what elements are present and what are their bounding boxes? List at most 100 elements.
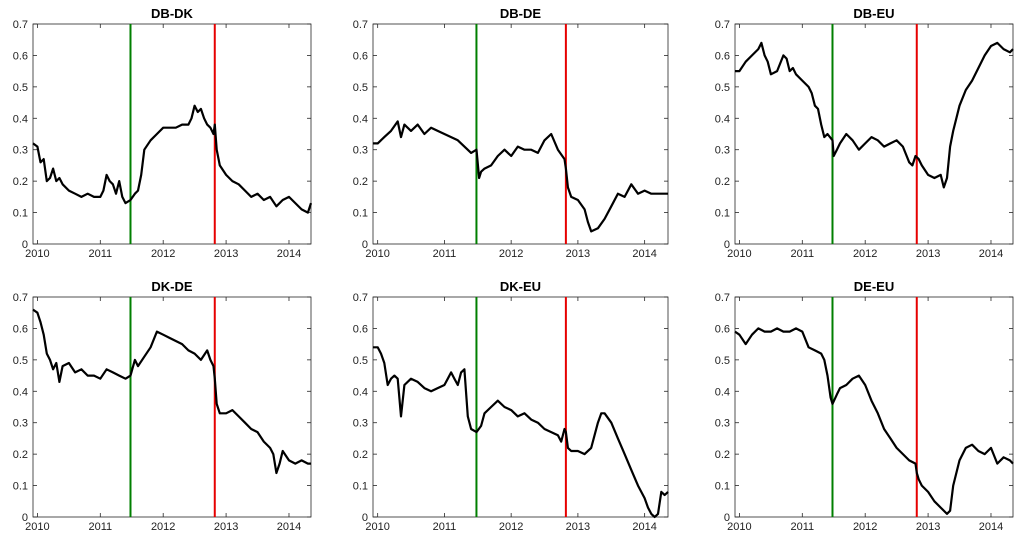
y-tick-label: 0.3 [353, 418, 368, 430]
x-tick-label: 2011 [433, 248, 457, 260]
y-tick-label: 0.3 [715, 418, 730, 430]
y-tick-label: 0.4 [715, 386, 730, 398]
y-tick-label: 0.6 [353, 50, 368, 62]
axes-frame [32, 296, 312, 518]
y-tick-label: 0.5 [715, 355, 730, 367]
x-tick-label: 2010 [727, 521, 751, 533]
y-tick-label: 0 [362, 512, 368, 524]
x-tick-label: 2011 [88, 248, 112, 260]
x-tick-label: 2013 [566, 248, 590, 260]
y-tick-label: 0 [724, 512, 730, 524]
y-tick-label: 0.6 [13, 323, 28, 335]
x-tick-label: 2014 [979, 521, 1003, 533]
x-tick-label: 2014 [277, 248, 301, 260]
axes-frame [372, 296, 669, 518]
series-line [373, 120, 668, 233]
y-tick-label: 0.2 [353, 449, 368, 461]
y-tick-label: 0 [22, 239, 28, 251]
y-tick-label: 0.5 [715, 82, 730, 94]
axes-frame [734, 23, 1014, 245]
y-tick-label: 0.4 [353, 113, 368, 125]
y-tick-label: 0.6 [715, 323, 730, 335]
chart-panel-dk-eu: 0 0.1 0.2 0.3 0.4 0.5 0.6 0.7 2010 2011 2012 2013 20… [353, 279, 669, 533]
y-tick-label: 0.7 [353, 292, 368, 304]
axes-frame [32, 23, 312, 245]
y-tick-label: 0.4 [13, 386, 28, 398]
x-tick-label: 2010 [365, 248, 389, 260]
y-tick-label: 0.2 [715, 176, 730, 188]
y-tick-label: 0.3 [13, 145, 28, 157]
x-tick-label: 2012 [853, 521, 877, 533]
y-tick-label: 0.5 [13, 82, 28, 94]
x-tick-label: 2013 [566, 521, 590, 533]
y-tick-label: 0.7 [353, 19, 368, 31]
x-tick-label: 2010 [365, 521, 389, 533]
y-tick-label: 0.7 [715, 19, 730, 31]
x-tick-label: 2013 [214, 248, 238, 260]
x-tick-label: 2013 [916, 521, 940, 533]
chart-title: DB-DE [500, 6, 541, 21]
x-tick-label: 2011 [88, 521, 112, 533]
x-tick-label: 2012 [499, 521, 523, 533]
chart-panel-de-eu: 0 0.1 0.2 0.3 0.4 0.5 0.6 0.7 2010 2011 2012 2013 20… [715, 279, 1014, 533]
y-tick-label: 0.6 [353, 323, 368, 335]
x-tick-label: 2014 [277, 521, 301, 533]
y-tick-label: 0.1 [13, 481, 28, 493]
chart-panel-db-de: 0 0.1 0.2 0.3 0.4 0.5 0.6 0.7 2010 2011 2012 2013 20… [353, 6, 669, 260]
chart-panel-dk-de: 0 0.1 0.2 0.3 0.4 0.5 0.6 0.7 2010 2011 2012 2013 20… [13, 279, 312, 533]
x-tick-label: 2014 [632, 521, 656, 533]
x-tick-label: 2010 [25, 521, 49, 533]
x-tick-label: 2012 [151, 521, 175, 533]
y-tick-label: 0 [724, 239, 730, 251]
y-tick-label: 0.1 [353, 208, 368, 220]
x-tick-label: 2012 [499, 248, 523, 260]
y-tick-label: 0.2 [715, 449, 730, 461]
chart-panel-db-eu: 0 0.1 0.2 0.3 0.4 0.5 0.6 0.7 2010 2011 2012 2013 20… [715, 6, 1014, 260]
x-tick-label: 2013 [916, 248, 940, 260]
chart-panel-db-dk: 0 0.1 0.2 0.3 0.4 0.5 0.6 0.7 2010 2011 2012 2013 20… [13, 6, 313, 260]
x-tick-label: 2010 [25, 248, 49, 260]
x-tick-label: 2014 [979, 248, 1003, 260]
y-tick-label: 0.1 [13, 208, 28, 220]
y-tick-label: 0.2 [13, 449, 28, 461]
chart-title: DB-DK [151, 6, 193, 21]
y-tick-label: 0.5 [353, 355, 368, 367]
y-tick-label: 0.7 [13, 19, 28, 31]
chart-title: DE-EU [854, 279, 894, 294]
x-tick-label: 2014 [632, 248, 656, 260]
series-line [32, 104, 313, 214]
y-tick-label: 0.2 [353, 176, 368, 188]
y-tick-label: 0.3 [353, 145, 368, 157]
y-tick-label: 0.7 [13, 292, 28, 304]
series-line [373, 346, 669, 519]
chart-title: DK-EU [500, 279, 541, 294]
y-tick-label: 0.3 [13, 418, 28, 430]
x-tick-label: 2011 [790, 521, 814, 533]
y-tick-label: 0.1 [715, 208, 730, 220]
x-tick-label: 2012 [853, 248, 877, 260]
x-tick-label: 2012 [151, 248, 175, 260]
x-tick-label: 2013 [214, 521, 238, 533]
y-tick-label: 0.7 [715, 292, 730, 304]
axes-frame [372, 23, 669, 245]
y-tick-label: 0.6 [715, 50, 730, 62]
series-line [32, 308, 311, 475]
y-tick-label: 0.6 [13, 50, 28, 62]
y-tick-label: 0.4 [715, 113, 730, 125]
chart-title: DB-EU [853, 6, 894, 21]
x-tick-label: 2011 [790, 248, 814, 260]
series-line [734, 327, 1014, 515]
x-tick-label: 2011 [433, 521, 457, 533]
y-tick-label: 0 [22, 512, 28, 524]
y-tick-label: 0.2 [13, 176, 28, 188]
y-tick-label: 0 [362, 239, 368, 251]
y-tick-label: 0.5 [13, 355, 28, 367]
y-tick-label: 0.4 [353, 386, 368, 398]
x-tick-label: 2010 [727, 248, 751, 260]
y-tick-label: 0.5 [353, 82, 368, 94]
y-tick-label: 0.1 [715, 481, 730, 493]
y-tick-label: 0.1 [353, 481, 368, 493]
y-tick-label: 0.3 [715, 145, 730, 157]
y-tick-label: 0.4 [13, 113, 28, 125]
